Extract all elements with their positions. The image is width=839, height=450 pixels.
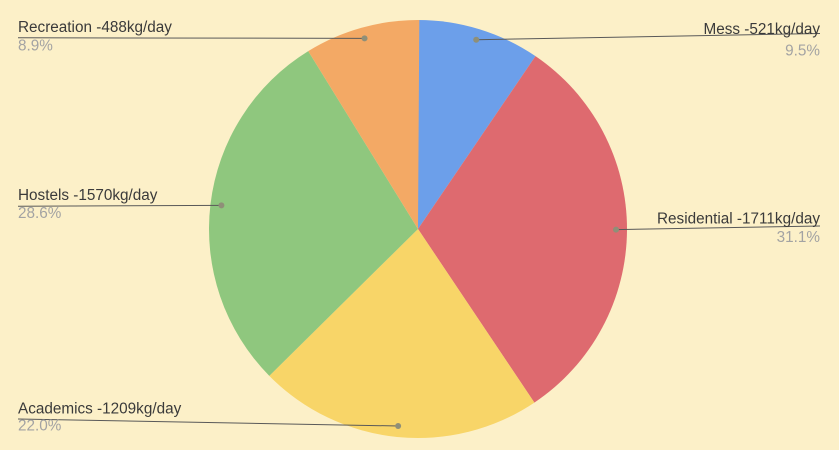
svg-text:8.9%: 8.9%: [18, 38, 53, 55]
svg-text:Hostels -1570kg/day: Hostels -1570kg/day: [18, 187, 158, 204]
svg-text:Recreation -488kg/day: Recreation -488kg/day: [18, 19, 172, 36]
svg-text:28.6%: 28.6%: [18, 205, 62, 222]
svg-text:9.5%: 9.5%: [785, 43, 820, 60]
svg-text:Residential -1711kg/day: Residential -1711kg/day: [657, 211, 820, 228]
svg-text:Academics -1209kg/day: Academics -1209kg/day: [18, 401, 182, 418]
svg-text:22.0%: 22.0%: [18, 417, 62, 434]
svg-text:Mess -521kg/day: Mess -521kg/day: [704, 21, 821, 38]
svg-text:31.1%: 31.1%: [777, 229, 821, 246]
